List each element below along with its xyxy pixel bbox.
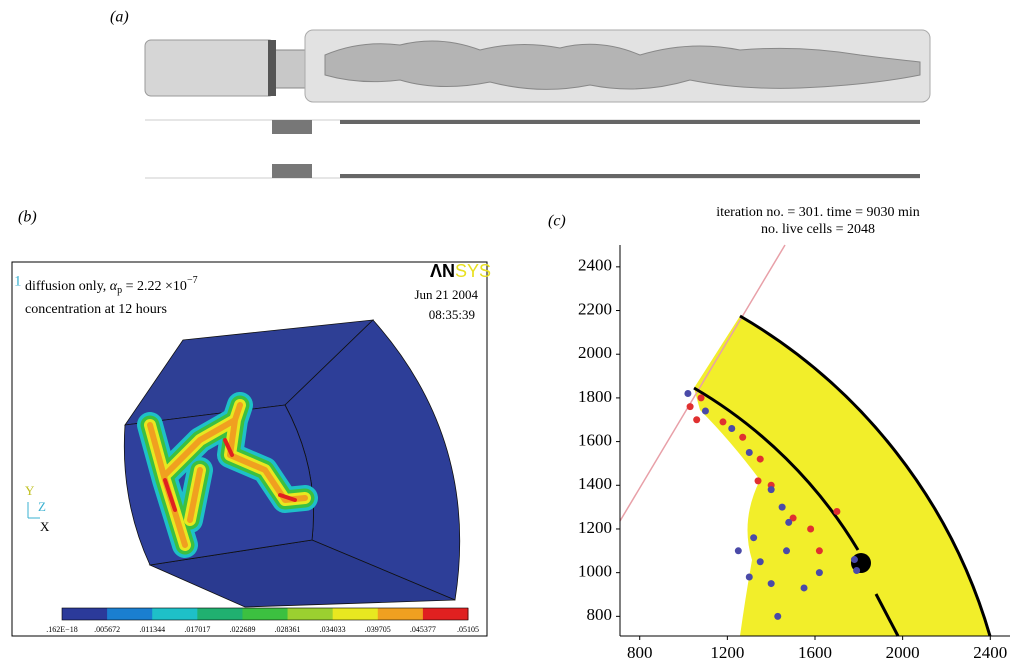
cell-point bbox=[757, 456, 764, 463]
triad-label: X bbox=[40, 519, 50, 534]
cell-point bbox=[698, 394, 705, 401]
cell-point bbox=[807, 525, 814, 532]
colorbar-label: .034033 bbox=[320, 625, 346, 634]
colorbar-label: .05105 bbox=[457, 625, 479, 634]
cell-point bbox=[785, 519, 792, 526]
panel-label: (c) bbox=[548, 213, 566, 230]
colorbar-segment bbox=[107, 608, 153, 620]
y-tick-label: 1800 bbox=[578, 387, 612, 406]
cell-point bbox=[755, 477, 762, 484]
cell-point bbox=[816, 569, 823, 576]
cell-point bbox=[702, 408, 709, 415]
tissue-layout bbox=[620, 245, 990, 636]
cell-point bbox=[816, 547, 823, 554]
panel-label: (a) bbox=[110, 9, 129, 26]
x-tick-label: 1600 bbox=[798, 643, 832, 662]
cell-point bbox=[779, 504, 786, 511]
colorbar-label: .005672 bbox=[94, 625, 120, 634]
x-tick-label: 1200 bbox=[710, 643, 744, 662]
colorbar-segment bbox=[197, 608, 243, 620]
annotation-part: −7 bbox=[187, 275, 198, 286]
y-tick-label: 800 bbox=[587, 605, 613, 624]
colorbar-segment bbox=[333, 608, 379, 620]
triad-label: Y bbox=[25, 483, 35, 498]
cell-point bbox=[735, 547, 742, 554]
annotation-part: diffusion only, bbox=[25, 279, 110, 294]
colorbar-segment bbox=[423, 608, 469, 620]
y-tick-label: 2200 bbox=[578, 299, 612, 318]
colorbar-label: .045377 bbox=[410, 625, 436, 634]
cell-point bbox=[783, 547, 790, 554]
cell-point bbox=[853, 567, 860, 574]
colorbar-label: .022689 bbox=[229, 625, 255, 634]
cell-point bbox=[728, 425, 735, 432]
y-tick-label: 1200 bbox=[578, 518, 612, 537]
pipe-render bbox=[145, 30, 930, 178]
cell-point bbox=[693, 416, 700, 423]
logo-part: ΛN bbox=[430, 261, 455, 281]
colorbar-label: .162E−18 bbox=[46, 625, 77, 634]
cell-point bbox=[768, 486, 775, 493]
cell-point bbox=[833, 508, 840, 515]
cell-point bbox=[750, 534, 757, 541]
y-tick-label: 1000 bbox=[578, 562, 612, 581]
y-tick-label: 1600 bbox=[578, 430, 612, 449]
y-tick-label: 1400 bbox=[578, 474, 612, 493]
cell-point bbox=[746, 574, 753, 581]
colorbar-segment bbox=[378, 608, 424, 620]
date: Jun 21 2004 bbox=[414, 287, 478, 302]
chart-title: iteration no. = 301. time = 9030 min bbox=[716, 205, 920, 220]
y-tick-label: 2000 bbox=[578, 343, 612, 362]
time: 08:35:39 bbox=[429, 307, 475, 322]
logo-part: SYS bbox=[455, 261, 491, 281]
annotation: concentration at 12 hours bbox=[25, 302, 167, 317]
colorbar-label: .011344 bbox=[139, 625, 165, 634]
cell-point bbox=[757, 558, 764, 565]
cell-point bbox=[851, 556, 858, 563]
chart-title: no. live cells = 2048 bbox=[761, 222, 875, 237]
cell-point bbox=[801, 584, 808, 591]
logo: ΛNSYS bbox=[430, 261, 491, 281]
y-tick-label: 2400 bbox=[578, 256, 612, 275]
colorbar-segment bbox=[152, 608, 198, 620]
colorbar-segment bbox=[242, 608, 288, 620]
cell-point bbox=[746, 449, 753, 456]
colorbar-segment bbox=[288, 608, 334, 620]
panel-label: (b) bbox=[18, 209, 37, 226]
cell-point bbox=[739, 434, 746, 441]
x-tick-label: 2400 bbox=[973, 643, 1007, 662]
colorbar-label: .017017 bbox=[184, 625, 210, 634]
cell-point bbox=[687, 403, 694, 410]
x-tick-label: 2000 bbox=[886, 643, 920, 662]
page: {"panel_a": {"label": "(a)"}, "panel_b":… bbox=[0, 0, 1031, 666]
cell-point bbox=[768, 580, 775, 587]
cell-point bbox=[684, 390, 691, 397]
colorbar-segment bbox=[62, 608, 108, 620]
annotation-part: = 2.22 ×10 bbox=[122, 279, 187, 294]
triad-label: Z bbox=[38, 499, 46, 514]
annotation: diffusion only, αp = 2.22 ×10−7 bbox=[25, 275, 198, 296]
x-tick-label: 800 bbox=[627, 643, 653, 662]
colorbar-label: .028361 bbox=[275, 625, 301, 634]
cell-point bbox=[774, 613, 781, 620]
window-number: 1 bbox=[14, 273, 22, 289]
cell-point bbox=[719, 418, 726, 425]
figure: (a) (b) 1 diffusion only, αp = 2.22 ×10−… bbox=[0, 0, 1031, 666]
colorbar-label: .039705 bbox=[365, 625, 391, 634]
